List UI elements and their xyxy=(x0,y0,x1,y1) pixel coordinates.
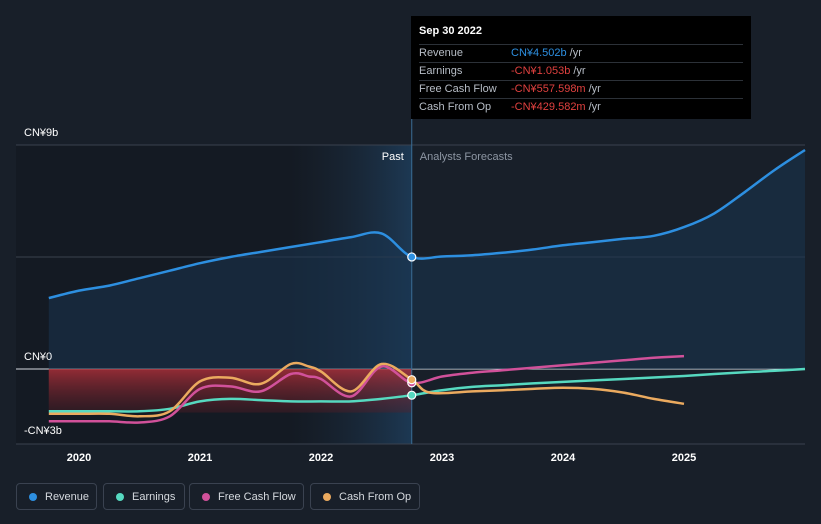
tooltip: Sep 30 2022 Revenue CN¥4.502b /yr Earnin… xyxy=(411,16,751,119)
legend-item-cash-from-op[interactable]: Cash From Op xyxy=(310,483,420,510)
tooltip-date: Sep 30 2022 xyxy=(419,25,482,37)
tooltip-label: Revenue xyxy=(419,47,464,59)
revenue-line xyxy=(48,148,806,300)
tooltip-unit: /yr xyxy=(588,101,601,113)
y-axis-label: CN¥9b xyxy=(24,127,58,139)
cash-from-op-line xyxy=(48,361,685,418)
tooltip-value: -CN¥557.598m xyxy=(511,83,586,95)
tooltip-unit: /yr xyxy=(573,65,586,77)
x-tick-label: 2024 xyxy=(551,452,576,464)
tooltip-value: CN¥4.502b xyxy=(511,47,567,59)
tooltip-unit: /yr xyxy=(588,83,601,95)
cash-from-op-marker xyxy=(407,375,417,385)
tooltip-label: Earnings xyxy=(419,65,463,77)
legend-item-revenue[interactable]: Revenue xyxy=(16,483,97,510)
tooltip-row-earnings: Earnings -CN¥1.053b /yr xyxy=(419,62,743,80)
tooltip-row-free-cash-flow: Free Cash Flow -CN¥557.598m /yr xyxy=(419,80,743,98)
x-tick-label: 2023 xyxy=(430,452,454,464)
legend-dot-icon xyxy=(29,492,37,501)
legend-dot-icon xyxy=(323,492,331,501)
tooltip-value: -CN¥429.582m xyxy=(511,101,586,113)
y-axis-label: -CN¥3b xyxy=(24,425,62,437)
tooltip-row-cash-from-op: Cash From Op -CN¥429.582m /yr xyxy=(419,98,743,116)
earnings-marker xyxy=(407,390,417,400)
revenue-area xyxy=(48,150,805,369)
legend-label: Cash From Op xyxy=(339,490,412,503)
legend-label: Free Cash Flow xyxy=(218,490,296,503)
tooltip-value: -CN¥1.053b xyxy=(511,65,571,77)
tooltip-row-revenue: Revenue CN¥4.502b /yr xyxy=(419,44,743,62)
tooltip-unit: /yr xyxy=(569,47,582,59)
legend-label: Earnings xyxy=(132,490,176,503)
past-label: Past xyxy=(382,151,404,163)
y-axis-label: CN¥0 xyxy=(24,351,52,363)
legend: Revenue Earnings Free Cash Flow Cash Fro… xyxy=(0,483,821,512)
legend-dot-icon xyxy=(202,492,210,501)
tooltip-label: Cash From Op xyxy=(419,101,492,113)
forecast-label: Analysts Forecasts xyxy=(420,151,513,163)
x-tick-label: 2021 xyxy=(188,452,212,464)
free-cash-flow-line xyxy=(48,354,685,424)
x-tick-label: 2025 xyxy=(672,452,696,464)
revenue-marker xyxy=(407,252,417,262)
tooltip-label: Free Cash Flow xyxy=(419,83,497,95)
x-tick-label: 2022 xyxy=(309,452,333,464)
x-tick-label: 2020 xyxy=(67,452,91,464)
legend-label: Revenue xyxy=(45,490,90,503)
legend-item-earnings[interactable]: Earnings xyxy=(103,483,185,510)
legend-dot-icon xyxy=(116,492,124,501)
legend-item-free-cash-flow[interactable]: Free Cash Flow xyxy=(189,483,304,510)
